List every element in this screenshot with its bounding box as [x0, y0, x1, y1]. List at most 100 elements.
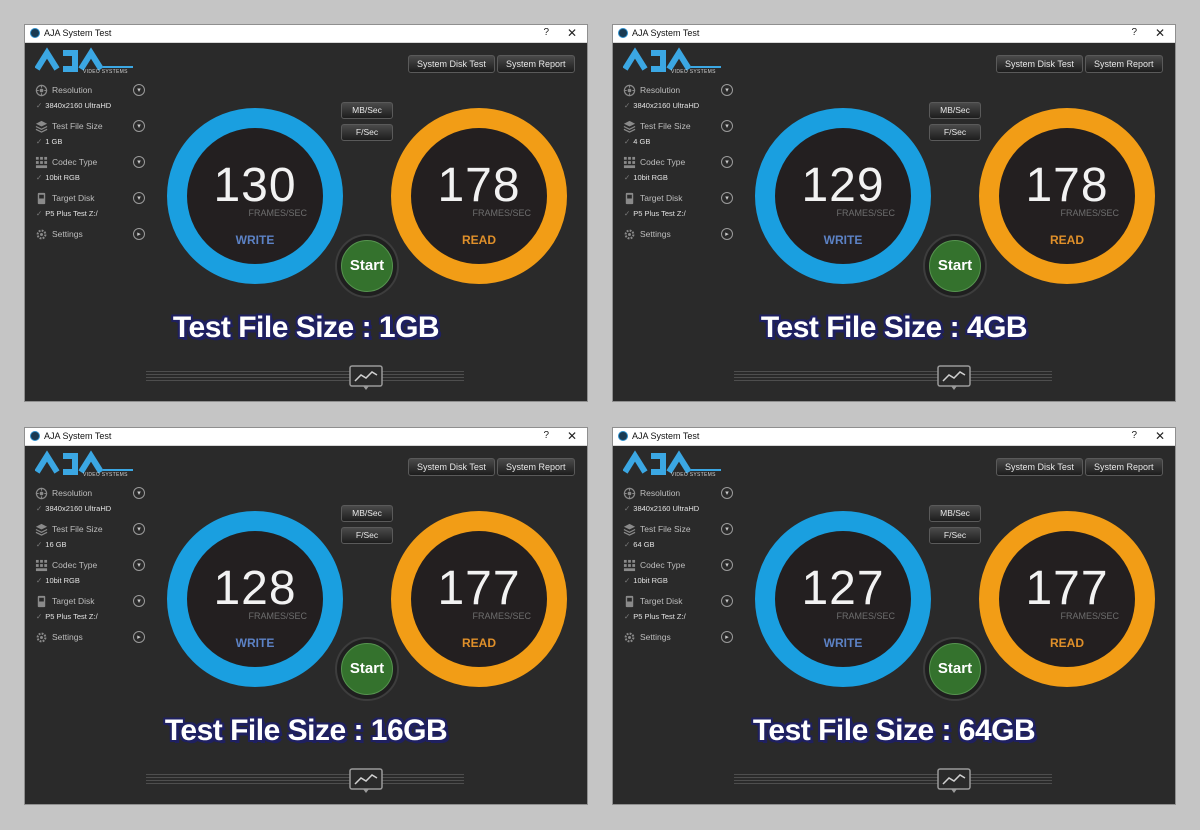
sidebar-item-file-size[interactable]: Test File Size ▾ — [623, 120, 735, 134]
help-icon[interactable]: ? — [543, 430, 549, 441]
chevron-right-icon[interactable]: ▸ — [133, 631, 145, 643]
sidebar-item-settings[interactable]: Settings ▸ — [35, 228, 147, 242]
sidebar-item-disk[interactable]: Target Disk ▾ — [623, 192, 735, 206]
mb-sec-toggle[interactable]: MB/Sec — [341, 102, 393, 119]
start-button[interactable]: Start — [923, 637, 987, 701]
f-sec-toggle[interactable]: F/Sec — [341, 527, 393, 544]
close-icon[interactable]: ✕ — [1154, 429, 1165, 443]
chevron-right-icon[interactable]: ▸ — [721, 631, 733, 643]
sidebar-item-settings[interactable]: Settings ▸ — [623, 631, 735, 645]
check-icon: ✓ — [624, 209, 631, 218]
chevron-down-icon[interactable]: ▾ — [133, 120, 145, 132]
check-icon: ✓ — [624, 173, 631, 182]
write-value: 128 — [213, 562, 297, 615]
read-value: 178 — [437, 159, 521, 212]
chevron-down-icon[interactable]: ▾ — [133, 595, 145, 607]
read-gauge: 178 FRAMES/SEC READ — [979, 108, 1155, 284]
sidebar-item-resolution[interactable]: Resolution ▾ — [623, 487, 735, 501]
graph-drawer-handle[interactable] — [146, 371, 464, 381]
graph-icon[interactable] — [349, 365, 383, 391]
chevron-down-icon[interactable]: ▾ — [721, 487, 733, 499]
chevron-down-icon[interactable]: ▾ — [721, 84, 733, 96]
graph-icon[interactable] — [937, 768, 971, 794]
chevron-down-icon[interactable]: ▾ — [133, 523, 145, 535]
help-icon[interactable]: ? — [1131, 27, 1137, 38]
sidebar-item-disk[interactable]: Target Disk ▾ — [35, 192, 147, 206]
sidebar-item-label: Codec Type — [52, 560, 98, 570]
file-size-icon — [623, 523, 636, 536]
system-report-button[interactable]: System Report — [497, 458, 575, 476]
mb-sec-toggle[interactable]: MB/Sec — [929, 102, 981, 119]
start-button[interactable]: Start — [335, 637, 399, 701]
mb-sec-toggle[interactable]: MB/Sec — [929, 505, 981, 522]
sidebar-item-settings[interactable]: Settings ▸ — [623, 228, 735, 242]
sidebar-item-disk[interactable]: Target Disk ▾ — [623, 595, 735, 609]
help-icon[interactable]: ? — [1131, 430, 1137, 441]
system-report-button[interactable]: System Report — [1085, 55, 1163, 73]
chevron-down-icon[interactable]: ▾ — [721, 120, 733, 132]
system-disk-test-button[interactable]: System Disk Test — [996, 458, 1083, 476]
close-icon[interactable]: ✕ — [566, 429, 577, 443]
read-label: READ — [1049, 636, 1084, 650]
sidebar-item-label: Settings — [640, 229, 671, 239]
help-icon[interactable]: ? — [543, 27, 549, 38]
chevron-down-icon[interactable]: ▾ — [133, 192, 145, 204]
chevron-down-icon[interactable]: ▾ — [133, 559, 145, 571]
system-report-button[interactable]: System Report — [1085, 458, 1163, 476]
graph-drawer-handle[interactable] — [734, 774, 1052, 784]
chevron-down-icon[interactable]: ▾ — [721, 523, 733, 535]
sidebar-item-resolution[interactable]: Resolution ▾ — [623, 84, 735, 98]
chevron-down-icon[interactable]: ▾ — [133, 84, 145, 96]
sidebar-item-label: Settings — [52, 229, 83, 239]
close-icon[interactable]: ✕ — [566, 26, 577, 40]
graph-icon[interactable] — [349, 768, 383, 794]
chevron-down-icon[interactable]: ▾ — [721, 156, 733, 168]
chevron-right-icon[interactable]: ▸ — [721, 228, 733, 240]
chevron-down-icon[interactable]: ▾ — [133, 156, 145, 168]
sidebar-item-codec[interactable]: Codec Type ▾ — [35, 156, 147, 170]
sidebar-item-label: Test File Size — [640, 524, 691, 534]
f-sec-toggle[interactable]: F/Sec — [929, 124, 981, 141]
start-label: Start — [929, 240, 981, 292]
sidebar-value: ✓ 10bit RGB — [36, 576, 80, 585]
sidebar-item-disk[interactable]: Target Disk ▾ — [35, 595, 147, 609]
mb-sec-toggle[interactable]: MB/Sec — [341, 505, 393, 522]
sidebar-item-file-size[interactable]: Test File Size ▾ — [35, 523, 147, 537]
aja-logo — [623, 47, 721, 72]
start-button[interactable]: Start — [335, 234, 399, 298]
chevron-down-icon[interactable]: ▾ — [721, 595, 733, 607]
sidebar-item-codec[interactable]: Codec Type ▾ — [623, 156, 735, 170]
codec-icon — [623, 559, 636, 572]
logo-subtitle: VIDEO SYSTEMS — [83, 69, 128, 75]
start-label: Start — [929, 643, 981, 695]
sidebar-item-resolution[interactable]: Resolution ▾ — [35, 84, 147, 98]
f-sec-toggle[interactable]: F/Sec — [341, 124, 393, 141]
graph-drawer-handle[interactable] — [146, 774, 464, 784]
system-report-button[interactable]: System Report — [497, 55, 575, 73]
overlay-caption: Test File Size : 1GB — [172, 311, 440, 344]
system-disk-test-button[interactable]: System Disk Test — [996, 55, 1083, 73]
overlay-caption: Test File Size : 4GB — [760, 311, 1028, 344]
sidebar-item-label: Settings — [640, 632, 671, 642]
f-sec-toggle[interactable]: F/Sec — [929, 527, 981, 544]
write-label: WRITE — [235, 233, 275, 247]
close-icon[interactable]: ✕ — [1154, 26, 1165, 40]
sidebar-item-settings[interactable]: Settings ▸ — [35, 631, 147, 645]
title-bar: AJA System Test ? ✕ — [613, 25, 1175, 43]
chevron-down-icon[interactable]: ▾ — [133, 487, 145, 499]
graph-icon[interactable] — [937, 365, 971, 391]
system-disk-test-button[interactable]: System Disk Test — [408, 458, 495, 476]
sidebar-item-file-size[interactable]: Test File Size ▾ — [623, 523, 735, 537]
chevron-right-icon[interactable]: ▸ — [133, 228, 145, 240]
graph-drawer-handle[interactable] — [734, 371, 1052, 381]
chevron-down-icon[interactable]: ▾ — [721, 192, 733, 204]
sidebar-item-resolution[interactable]: Resolution ▾ — [35, 487, 147, 501]
sidebar-item-codec[interactable]: Codec Type ▾ — [35, 559, 147, 573]
system-disk-test-button[interactable]: System Disk Test — [408, 55, 495, 73]
resolution-icon — [623, 487, 636, 500]
sidebar-item-codec[interactable]: Codec Type ▾ — [623, 559, 735, 573]
start-button[interactable]: Start — [923, 234, 987, 298]
sidebar-value: ✓ 10bit RGB — [624, 576, 668, 585]
sidebar-item-file-size[interactable]: Test File Size ▾ — [35, 120, 147, 134]
chevron-down-icon[interactable]: ▾ — [721, 559, 733, 571]
